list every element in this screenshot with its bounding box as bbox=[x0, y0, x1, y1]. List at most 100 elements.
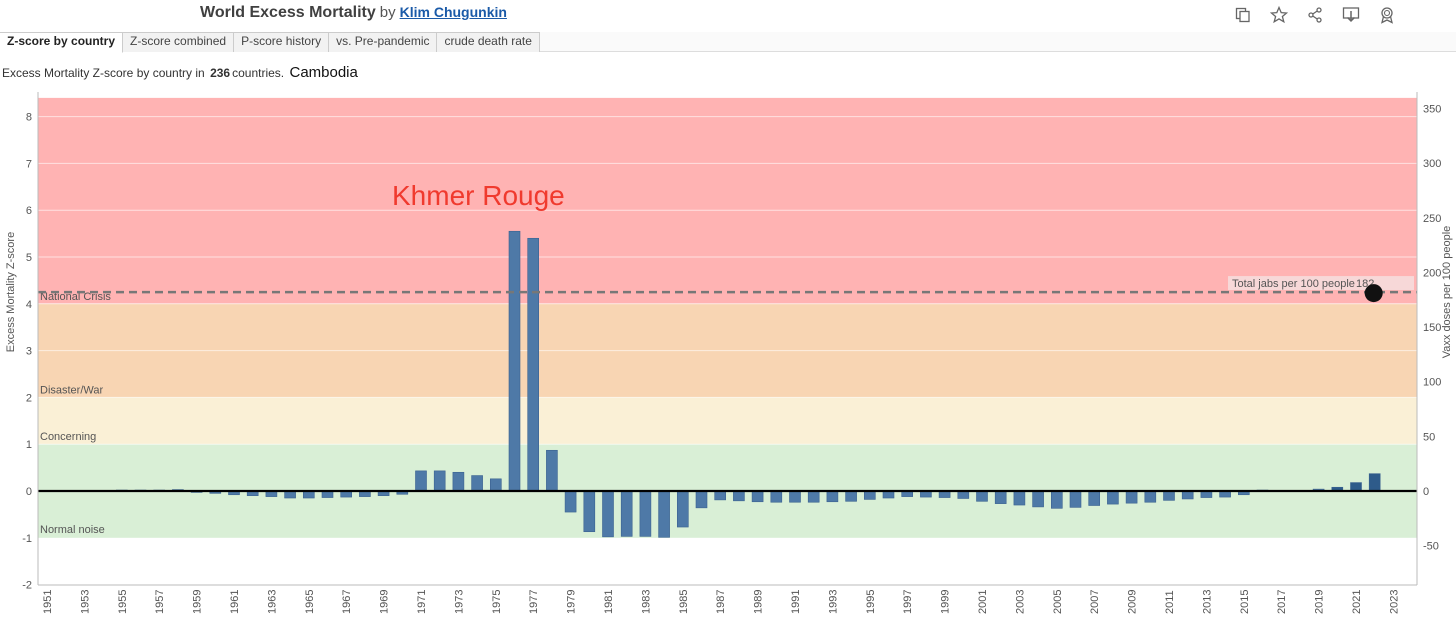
y-tick-label: 5 bbox=[26, 252, 32, 264]
bar-1994 bbox=[845, 490, 857, 502]
share-icon[interactable] bbox=[1304, 4, 1326, 26]
bar-1980 bbox=[583, 490, 596, 533]
x-tick-label: 2009 bbox=[1127, 590, 1139, 614]
subtitle-prefix: Excess Mortality Z-score by country in bbox=[2, 66, 205, 80]
excess-mortality-chart: National Crisis Disaster/War Concerning Nor… bbox=[5, 92, 1453, 614]
x-tick-label: 1987 bbox=[715, 590, 727, 614]
x-tick-label: 1997 bbox=[902, 590, 914, 614]
vaxx-marker bbox=[1364, 284, 1383, 303]
x-tick-label: 1975 bbox=[491, 590, 503, 614]
y2-tick-label: 200 bbox=[1423, 267, 1441, 279]
country-name: Cambodia bbox=[289, 64, 358, 81]
reference-label: Total jabs per 100 people bbox=[1232, 278, 1355, 290]
bar-1974 bbox=[471, 475, 483, 492]
bar-1986 bbox=[695, 490, 708, 509]
tab-bar: Z-score by country Z-score combined P-scor… bbox=[0, 32, 1456, 53]
chart-subtitle: Excess Mortality Z-score by country in 2… bbox=[2, 64, 358, 81]
bar-1977 bbox=[527, 237, 540, 492]
x-tick-label: 1981 bbox=[603, 590, 615, 614]
header: World Excess Mortality by Klim Chugunkin bbox=[0, 0, 1456, 32]
y-tick-label: 2 bbox=[26, 392, 32, 404]
bar-1973 bbox=[452, 471, 465, 492]
dashboard-title: World Excess Mortality by Klim Chugunkin bbox=[200, 4, 507, 22]
x-tick-label: 1973 bbox=[453, 590, 465, 614]
bar-2001 bbox=[976, 490, 988, 502]
bar-2006 bbox=[1069, 490, 1082, 508]
copy-icon[interactable] bbox=[1232, 4, 1254, 26]
tab-crude-death-rate[interactable]: crude death rate bbox=[437, 32, 540, 52]
bar-1978 bbox=[546, 449, 558, 492]
y-tick-label: -1 bbox=[22, 533, 32, 545]
x-tick-label: 1983 bbox=[640, 590, 652, 614]
bar-2008 bbox=[1107, 490, 1119, 505]
band-label: Concerning bbox=[40, 431, 96, 443]
bar-1993 bbox=[826, 490, 839, 503]
x-tick-label: 1995 bbox=[865, 590, 877, 614]
x-tick-label: 1993 bbox=[827, 590, 839, 614]
bar-2022 bbox=[1368, 473, 1381, 492]
x-tick-label: 1953 bbox=[79, 590, 91, 614]
tab-vs-pre-pandemic[interactable]: vs. Pre-pandemic bbox=[329, 32, 438, 52]
x-tick-label: 1971 bbox=[416, 590, 428, 614]
bar-2000 bbox=[957, 490, 970, 499]
bar-2021 bbox=[1350, 482, 1362, 492]
y2-tick-label: 300 bbox=[1423, 158, 1441, 170]
bar-2003 bbox=[1013, 490, 1026, 506]
x-tick-label: 2013 bbox=[1201, 590, 1213, 614]
y2-tick-label: 350 bbox=[1423, 103, 1441, 115]
y-tick-label: 8 bbox=[26, 112, 32, 124]
band-label: Normal noise bbox=[40, 524, 105, 536]
tab-z-score-by-country[interactable]: Z-score by country bbox=[0, 32, 124, 53]
bar-2009 bbox=[1125, 490, 1138, 504]
bar-1985 bbox=[676, 490, 689, 528]
bar-1995 bbox=[863, 490, 876, 500]
x-tick-label: 1955 bbox=[117, 590, 129, 614]
bar-1991 bbox=[789, 490, 801, 503]
x-tick-label: 2005 bbox=[1052, 590, 1064, 614]
x-tick-label: 1961 bbox=[229, 590, 241, 614]
x-tick-label: 1979 bbox=[566, 590, 578, 614]
bar-1992 bbox=[807, 490, 820, 503]
band-national-crisis bbox=[38, 97, 1417, 304]
star-icon[interactable] bbox=[1268, 4, 1290, 26]
by-text: by bbox=[379, 4, 396, 21]
bar-1972 bbox=[433, 470, 446, 492]
y-tick-label: 3 bbox=[26, 346, 32, 358]
x-tick-label: 1969 bbox=[379, 590, 391, 614]
download-icon[interactable] bbox=[1340, 4, 1362, 26]
award-icon[interactable] bbox=[1376, 4, 1398, 26]
bar-1989 bbox=[751, 490, 764, 503]
country-count: 236 bbox=[210, 66, 231, 80]
y2-tick-label: 100 bbox=[1423, 377, 1441, 389]
bar-1981 bbox=[602, 490, 614, 538]
y2-tick-label: 0 bbox=[1423, 486, 1429, 498]
tab-strip: Z-score by country Z-score combined P-scor… bbox=[0, 32, 1456, 53]
bar-2012 bbox=[1181, 490, 1194, 500]
x-tick-label: 2015 bbox=[1239, 590, 1251, 614]
x-tick-label: 1963 bbox=[266, 590, 278, 614]
y-tick-label: 6 bbox=[26, 205, 32, 217]
bar-1976 bbox=[508, 230, 521, 492]
band-concerning bbox=[38, 397, 1417, 445]
band-label: National Crisis bbox=[40, 291, 111, 303]
tab-z-score-combined[interactable]: Z-score combined bbox=[123, 32, 235, 52]
y-tick-label: 0 bbox=[26, 486, 32, 498]
y-axis-label: Excess Mortality Z-score bbox=[5, 232, 17, 352]
x-tick-label: 1999 bbox=[940, 590, 952, 614]
x-tick-label: 2023 bbox=[1388, 590, 1400, 614]
y-tick-label: 7 bbox=[26, 158, 32, 170]
y2-tick-label: 150 bbox=[1423, 322, 1441, 334]
bar-1990 bbox=[770, 490, 783, 503]
y-tick-label: 1 bbox=[26, 439, 32, 451]
y-tick-label: -2 bbox=[22, 580, 32, 592]
x-tick-label: 2021 bbox=[1351, 590, 1363, 614]
x-tick-label: 2011 bbox=[1164, 590, 1176, 614]
bar-2007 bbox=[1088, 490, 1100, 506]
tab-p-score-history[interactable]: P-score history bbox=[234, 32, 330, 52]
x-tick-label: 1967 bbox=[341, 590, 353, 614]
title-text: World Excess Mortality bbox=[200, 4, 376, 21]
x-tick-label: 1989 bbox=[753, 590, 765, 614]
author-link[interactable]: Klim Chugunkin bbox=[399, 4, 507, 20]
x-tick-label: 1957 bbox=[154, 590, 166, 614]
bar-1987 bbox=[714, 490, 727, 501]
